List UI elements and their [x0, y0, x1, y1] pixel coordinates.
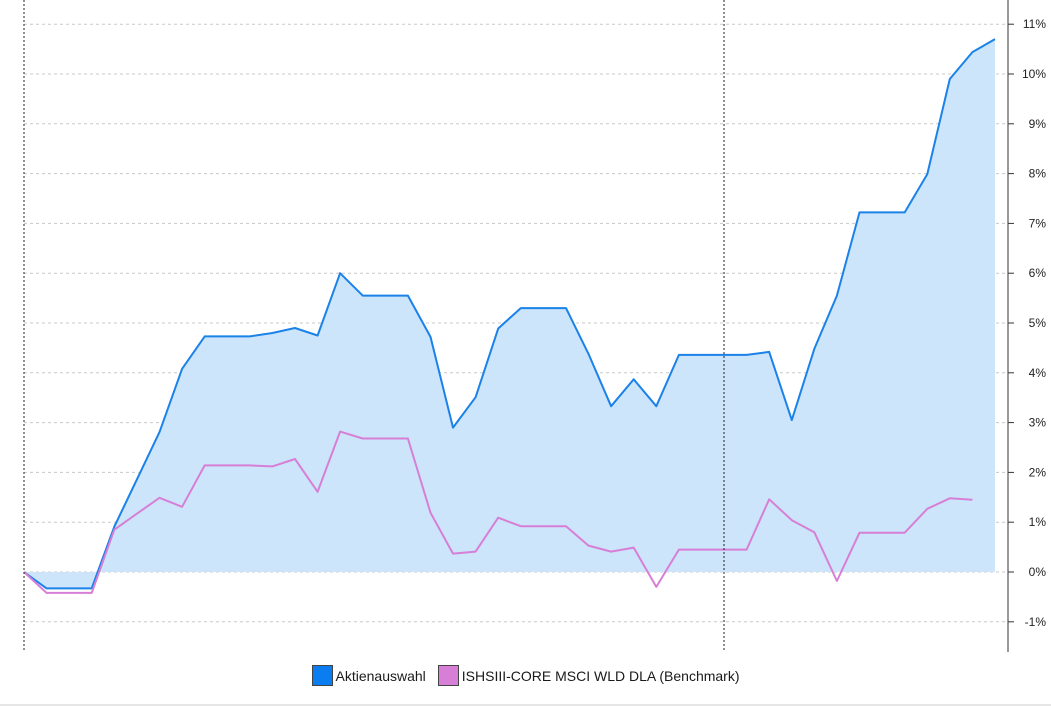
- y-tick-label: 10%: [1022, 67, 1046, 81]
- chart: -1% 0% 1% 2% 3% 4% 5% 6% 7% 8% 9% 10% 11%: [23, 0, 1047, 652]
- legend-item-aktienauswahl[interactable]: Aktienauswahl: [311, 665, 426, 686]
- y-tick-label: 8%: [1029, 167, 1047, 181]
- bottom-border: [0, 704, 1051, 706]
- series-area-0: [24, 39, 995, 589]
- area-fill-layer: [24, 39, 995, 589]
- legend: Aktienauswahl ISHSIII-CORE MSCI WLD DLA …: [0, 665, 1051, 686]
- y-tick-label: 9%: [1029, 117, 1047, 131]
- y-tick-label: 3%: [1029, 416, 1047, 430]
- y-tick-label: 7%: [1029, 216, 1047, 230]
- legend-label-benchmark: ISHSIII-CORE MSCI WLD DLA (Benchmark): [461, 667, 740, 684]
- y-tick-label: 5%: [1029, 316, 1047, 330]
- series-line-0[interactable]: [23, 38, 996, 590]
- period-markers: [23, 0, 725, 652]
- y-tick-label: -1%: [1025, 615, 1047, 629]
- legend-item-benchmark[interactable]: ISHSIII-CORE MSCI WLD DLA (Benchmark): [437, 665, 740, 686]
- y-tick-label: 0%: [1029, 565, 1047, 579]
- legend-swatch-benchmark: [437, 665, 459, 686]
- legend-label-aktienauswahl: Aktienauswahl: [335, 667, 426, 684]
- legend-swatch-aktienauswahl: [311, 665, 333, 686]
- series-line-1[interactable]: [23, 430, 973, 594]
- y-axis: -1% 0% 1% 2% 3% 4% 5% 6% 7% 8% 9% 10% 11%: [1007, 0, 1047, 652]
- y-tick-label: 1%: [1029, 515, 1047, 529]
- y-tick-label: 6%: [1029, 266, 1047, 280]
- y-tick-label: 4%: [1029, 366, 1047, 380]
- series-lines-layer: [23, 38, 996, 594]
- y-tick-label: 2%: [1029, 465, 1047, 479]
- y-tick-label: 11%: [1023, 17, 1046, 31]
